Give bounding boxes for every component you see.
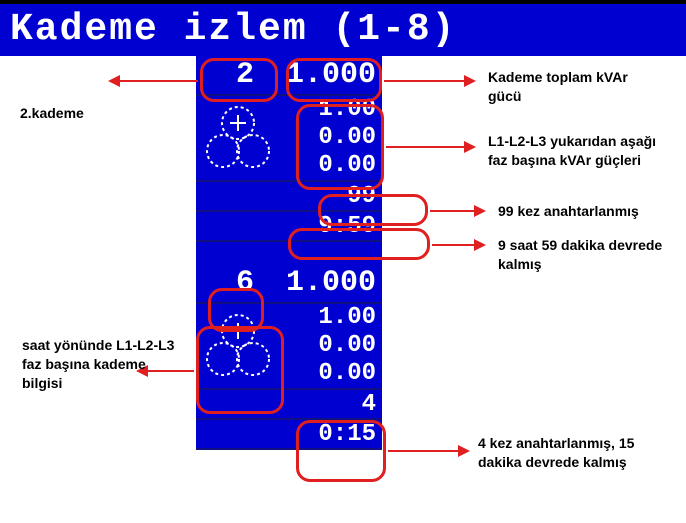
step-a-l1: 1.00	[280, 96, 376, 124]
anno-switch99: 99 kez anahtarlanmış	[498, 202, 639, 221]
arrow-kademe2	[110, 80, 198, 82]
step-b-ontime: 0:15	[318, 421, 376, 448]
anno-kademe2: 2.kademe	[20, 104, 84, 123]
screen-title: Kademe izlem (1-8)	[0, 4, 686, 56]
title-text: Kademe izlem (1-8)	[10, 8, 456, 51]
arrow-faz-kvar	[386, 146, 474, 148]
three-phase-icon	[201, 101, 275, 175]
phase-icon-a	[196, 96, 280, 180]
anno-saatyon: saat yönünde L1-L2-L3 faz başına kademe …	[22, 336, 182, 393]
step-a-total-kvar: 1.000	[286, 58, 376, 92]
step-a-ontime-row: 9:59	[196, 212, 382, 242]
step-a-index: 2	[236, 58, 254, 92]
step-a-phase-block: 1.00 0.00 0.00	[196, 96, 382, 182]
step-b-total-kvar: 1.000	[286, 266, 376, 300]
phase-icon-b	[196, 304, 280, 388]
step-a-l3: 0.00	[280, 152, 376, 180]
step-b-switch-count-row: 4	[196, 390, 382, 420]
step-a-l2: 0.00	[280, 124, 376, 152]
step-b-l1: 1.00	[280, 304, 376, 332]
gap	[196, 242, 382, 264]
step-b-phase-block: 1.00 0.00 0.00	[196, 304, 382, 390]
step-b-l3: 0.00	[280, 360, 376, 388]
arrow-ontime959	[432, 244, 484, 246]
step-a-switch-count-row: 99	[196, 182, 382, 212]
three-phase-icon	[201, 309, 275, 383]
step-b-header: 6 1.000	[196, 264, 382, 304]
step-a-switch-count: 99	[347, 183, 376, 210]
anno-ontime959: 9 saat 59 dakika devrede kalmış	[498, 236, 668, 274]
arrow-son	[388, 450, 468, 452]
step-a-header: 2 1.000	[196, 56, 382, 96]
arrow-switch99	[430, 210, 484, 212]
step-b-index: 6	[236, 266, 254, 300]
lcd-column: 2 1.000 1.00 0.00 0.00 99 9:59 6 1.000	[196, 56, 382, 450]
step-b-switch-count: 4	[362, 391, 376, 418]
arrow-toplam-kvar	[384, 80, 474, 82]
anno-toplam-kvar: Kademe toplam kVAr gücü	[488, 68, 658, 106]
step-a-ontime: 9:59	[318, 213, 376, 240]
anno-son: 4 kez anahtarlanmış, 15 dakika devrede k…	[478, 434, 678, 472]
step-a-phase-values: 1.00 0.00 0.00	[280, 96, 382, 180]
anno-faz-kvar: L1-L2-L3 yukarıdan aşağı faz başına kVAr…	[488, 132, 678, 170]
step-b-phase-values: 1.00 0.00 0.00	[280, 304, 382, 388]
step-b-l2: 0.00	[280, 332, 376, 360]
step-b-ontime-row: 0:15	[196, 420, 382, 450]
